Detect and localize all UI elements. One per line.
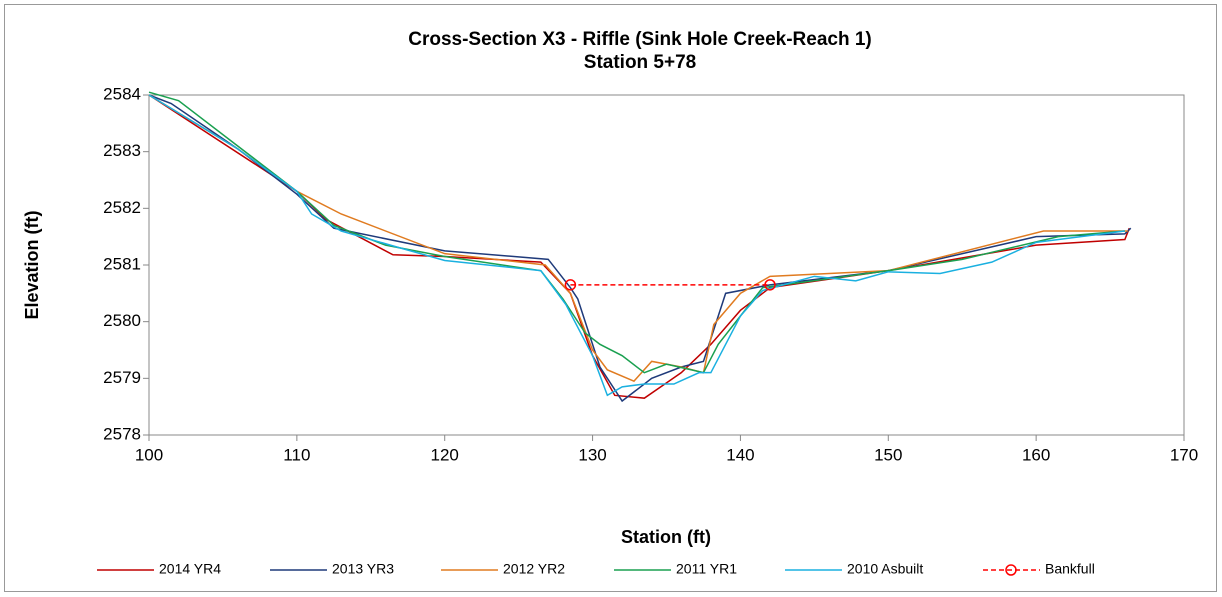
y-tick-label: 2578	[103, 424, 141, 443]
y-tick-label: 2581	[103, 254, 141, 273]
legend-label: 2010 Asbuilt	[847, 561, 923, 577]
y-tick-label: 2583	[103, 141, 141, 160]
x-tick-label: 100	[135, 445, 163, 464]
legend-marker	[1005, 564, 1017, 576]
chart-border	[4, 4, 1217, 592]
x-axis-label: Station (ft)	[621, 527, 711, 547]
y-tick-label: 2584	[103, 84, 141, 103]
legend-label: 2012 YR2	[503, 561, 565, 577]
x-tick-label: 160	[1022, 445, 1050, 464]
x-tick-label: 130	[578, 445, 606, 464]
series-line	[148, 91, 1125, 374]
series-marker	[564, 279, 577, 291]
series-line	[148, 94, 1128, 383]
series-line	[148, 94, 1125, 397]
y-tick-label: 2580	[103, 311, 141, 330]
legend-label: Bankfull	[1045, 561, 1095, 577]
chart-title: Cross-Section X3 - Riffle (Sink Hole Cre…	[408, 29, 872, 50]
y-axis-label: Elevation (ft)	[22, 210, 42, 319]
y-tick-label: 2582	[103, 198, 141, 217]
x-tick-label: 140	[726, 445, 754, 464]
chart-subtitle: Station 5+78	[584, 52, 696, 73]
x-tick-label: 150	[874, 445, 902, 464]
x-tick-label: 110	[283, 445, 310, 464]
series-marker	[764, 279, 776, 291]
x-tick-label: 170	[1170, 445, 1198, 464]
legend-label: 2011 YR1	[676, 561, 737, 577]
legend-label: 2014 YR4	[159, 561, 221, 577]
y-tick-label: 2579	[103, 368, 141, 387]
x-tick-label: 120	[431, 445, 459, 464]
legend-label: 2013 YR3	[332, 561, 394, 577]
